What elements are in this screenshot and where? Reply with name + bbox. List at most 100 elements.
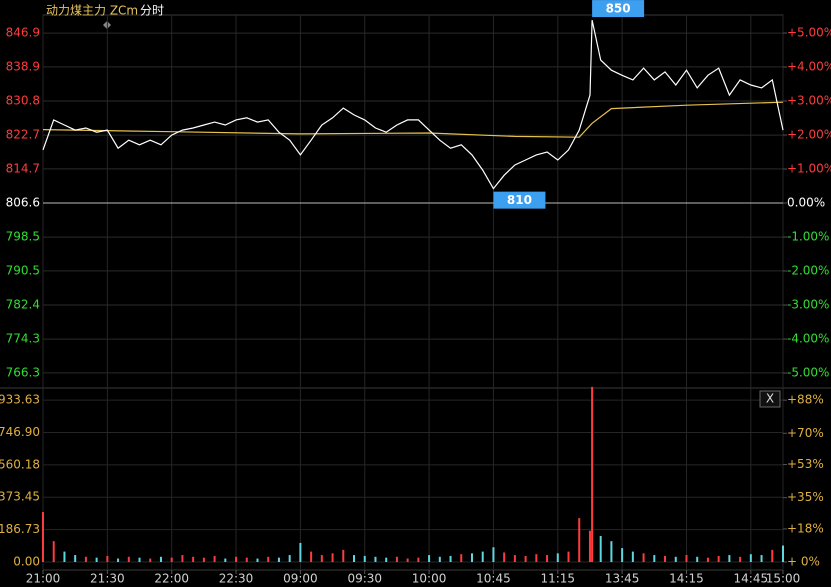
y-tick-label: 774.3 (6, 332, 40, 346)
volume-bar (202, 557, 205, 562)
volume-bar (52, 541, 55, 562)
x-tick-label: 21:00 (26, 572, 61, 586)
y-tick-label: 814.7 (6, 161, 40, 175)
chart-title: 动力煤主力 ZCm (46, 4, 138, 18)
volume-bar (235, 556, 238, 562)
volume-bar (363, 555, 366, 562)
volume-bar (556, 553, 559, 562)
close-button[interactable] (759, 390, 781, 408)
volume-bar (706, 557, 709, 562)
volume-bar (192, 556, 195, 562)
y-tick-label: 766.3 (6, 365, 40, 379)
y-tick-label: 746.90 (0, 425, 40, 439)
volume-bar (224, 558, 227, 562)
volume-bar (213, 555, 216, 562)
x-tick-label: 11:15 (540, 572, 575, 586)
volume-bar (631, 551, 634, 562)
volume-bar (610, 541, 613, 562)
volume-bar (621, 548, 624, 562)
y2-tick-label: +88% (787, 393, 824, 407)
y-tick-label: 560.18 (0, 457, 40, 471)
volume-bar (481, 551, 484, 562)
y-tick-label: 806.6 (6, 195, 40, 209)
y2-tick-label: +5.00% (787, 26, 831, 40)
volume-bar (771, 549, 774, 562)
volume-bar (406, 558, 409, 562)
x-tick-label: 21:30 (90, 572, 125, 586)
volume-bar (245, 557, 248, 562)
close-button-label[interactable]: X (766, 392, 774, 406)
y2-tick-label: +70% (787, 426, 824, 440)
y2-tick-label: -2.00% (787, 264, 829, 278)
y-tick-label: 822.7 (6, 128, 40, 142)
volume-bar (535, 554, 538, 562)
volume-bar (170, 557, 173, 562)
y-tick-label: 838.9 (6, 59, 40, 73)
y-tick-label: 830.8 (6, 93, 40, 107)
volume-bar (567, 551, 570, 562)
y2-tick-label: 0.00% (787, 196, 825, 210)
volume-bar (728, 555, 731, 562)
volume-bar (492, 547, 495, 562)
volume-bar (288, 555, 291, 562)
volume-bar (385, 557, 388, 562)
volume-bar (653, 555, 656, 562)
y-tick-label: 0.00 (13, 555, 40, 569)
y2-tick-label: -1.00% (787, 230, 829, 244)
y-tick-label: 782.4 (6, 297, 40, 311)
y2-tick-label: +1.00% (787, 162, 831, 176)
volume-bar (524, 555, 527, 562)
volume-bar (256, 558, 259, 562)
volume-bar (460, 554, 463, 562)
volume-bar (685, 555, 688, 562)
y2-tick-label: +35% (787, 490, 824, 504)
volume-bar (42, 512, 44, 562)
volume-bar (353, 555, 356, 562)
volume-bar (599, 535, 602, 562)
y-tick-label: 790.5 (6, 263, 40, 277)
volume-bar (760, 555, 763, 562)
volume-bar (106, 555, 109, 562)
volume-bar (127, 556, 130, 562)
y2-tick-label: +3.00% (787, 94, 831, 108)
volume-bar (74, 555, 77, 562)
volume-bar (513, 555, 516, 562)
y-tick-label: 186.73 (0, 522, 40, 536)
y-tick-label: 933.63 (0, 393, 40, 407)
volume-bar (159, 556, 162, 562)
volume-bar (267, 556, 270, 562)
volume-bar (470, 553, 473, 562)
y-tick-label: 798.5 (6, 230, 40, 244)
x-tick-label: 14:15 (669, 572, 704, 586)
volume-bar (782, 545, 784, 562)
price-line (42, 19, 784, 190)
volume-bar (342, 549, 345, 562)
volume-bar (299, 542, 302, 562)
volume-bar (696, 556, 699, 562)
y2-tick-label: -4.00% (787, 332, 829, 346)
volume-bar (117, 558, 120, 562)
volume-bar (546, 555, 549, 562)
annotation-label: 850 (606, 2, 631, 16)
x-tick-label: 22:30 (219, 572, 254, 586)
volume-bar (181, 555, 184, 562)
annotation-box (592, 0, 645, 18)
volume-bar (642, 553, 645, 562)
volume-bar (664, 555, 667, 562)
volume-bar (374, 556, 377, 562)
y2-tick-label: +4.00% (787, 60, 831, 74)
y-tick-label: 373.45 (0, 490, 40, 504)
y2-tick-label: +18% (787, 521, 824, 535)
volume-bar (395, 556, 398, 562)
volume-bar (591, 386, 594, 562)
x-tick-label: 22:00 (154, 572, 189, 586)
x-tick-label: 13:45 (605, 572, 640, 586)
volume-bar (438, 556, 441, 562)
volume-bar (503, 552, 506, 562)
volume-bar (674, 556, 677, 562)
annotation-label: 810 (507, 193, 532, 207)
volume-bar (749, 554, 752, 562)
